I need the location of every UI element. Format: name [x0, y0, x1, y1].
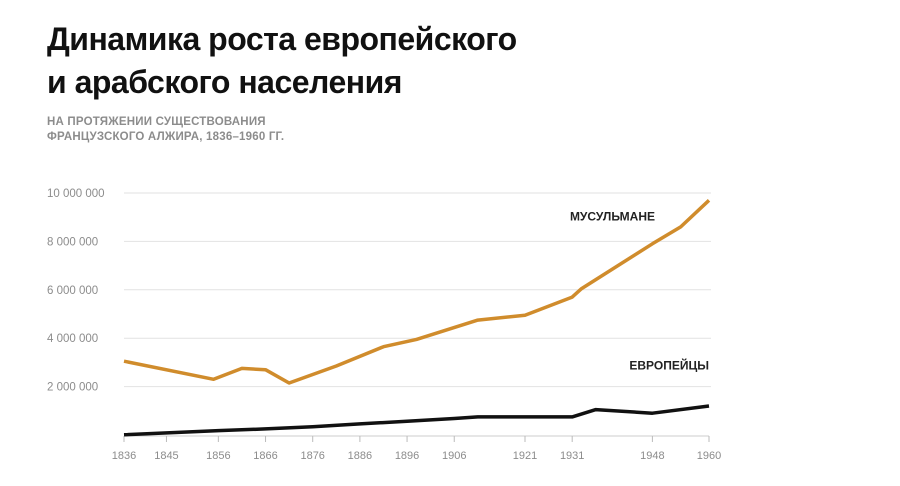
y-tick-label: 8 000 000 [47, 236, 98, 248]
x-tick-label: 1931 [560, 450, 584, 462]
series-label-europeans: ЕВРОПЕЙЦЫ [629, 358, 709, 373]
chart-title-line-2: и арабского населения [47, 64, 402, 100]
x-tick-label: 1921 [513, 450, 537, 462]
x-tick-label: 1866 [253, 450, 277, 462]
y-tick-label: 4 000 000 [47, 333, 98, 345]
x-tick-label: 1906 [442, 450, 466, 462]
x-tick-label: 1960 [697, 450, 721, 462]
y-tick-label: 10 000 000 [47, 188, 105, 200]
x-tick-label: 1836 [112, 450, 136, 462]
series-line-europeans [123, 404, 710, 437]
x-tick-label: 1886 [348, 450, 372, 462]
y-tick-label: 6 000 000 [47, 285, 98, 297]
x-tick-label: 1876 [300, 450, 324, 462]
chart-subtitle-line-1: НА ПРОТЯЖЕНИИ СУЩЕСТВОВАНИЯ [47, 116, 266, 128]
x-tick-label: 1948 [640, 450, 664, 462]
series-label-muslims: МУСУЛЬМАНЕ [570, 209, 655, 223]
x-tick-label: 1845 [154, 450, 178, 462]
y-tick-label: 2 000 000 [47, 382, 98, 394]
chart-subtitle-line-2: ФРАНЦУЗСКОГО АЛЖИРА, 1836–1960 ГГ. [47, 131, 285, 143]
chart-title-line-1: Динамика роста европейского [47, 21, 517, 57]
x-tick-label: 1856 [206, 450, 230, 462]
chart-subtitle: НА ПРОТЯЖЕНИИ СУЩЕСТВОВАНИЯ ФРАНЦУЗСКОГО… [47, 115, 547, 145]
x-tick-label: 1896 [395, 450, 419, 462]
chart-title: Динамика роста европейского и арабского … [47, 18, 687, 104]
series-line-muslims [123, 199, 711, 385]
